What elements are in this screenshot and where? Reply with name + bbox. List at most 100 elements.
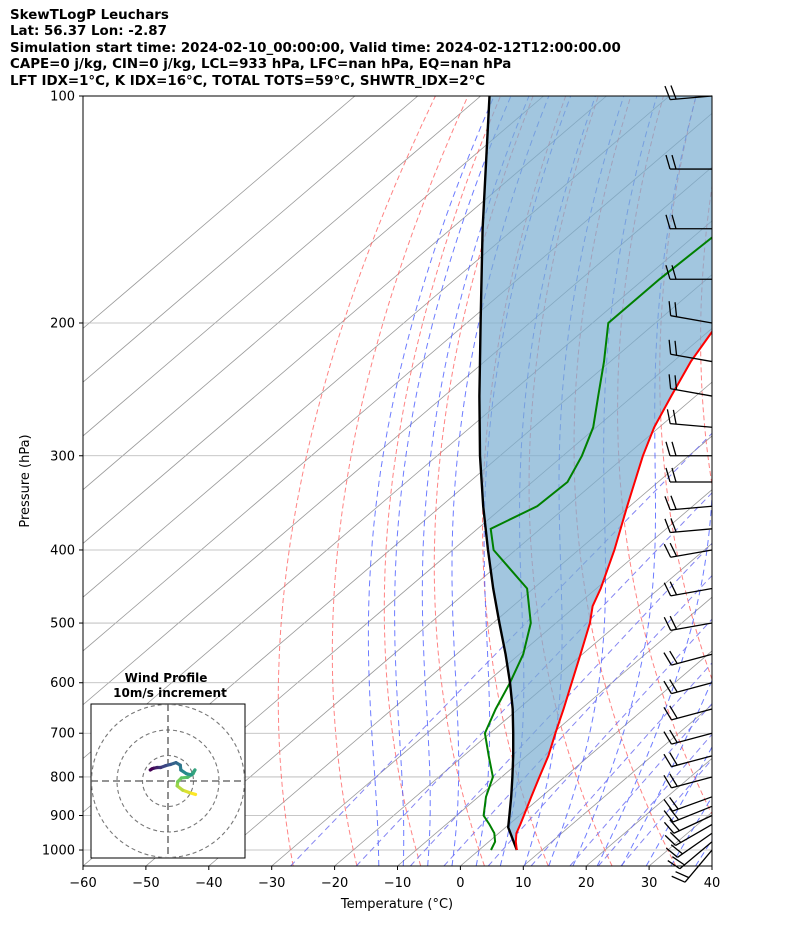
wind-barb — [665, 265, 712, 280]
hodograph-subtitle: 10m/s increment — [113, 686, 227, 700]
wind-barb-staff — [671, 653, 713, 666]
wind-barb-staff — [679, 841, 713, 870]
wind-barb-flag — [665, 441, 671, 456]
hodograph-trace-segment — [148, 767, 154, 772]
wind-barb-staff — [671, 776, 713, 789]
wind-barb — [664, 518, 713, 534]
wind-barb — [663, 581, 713, 597]
isotherm — [83, 96, 544, 491]
moist-adiabat — [451, 96, 550, 866]
y-axis-label: Pressure (hPa) — [18, 434, 33, 527]
wind-barb-flag — [668, 301, 672, 316]
x-tick-label: 0 — [456, 876, 464, 891]
x-tick-label: 20 — [578, 876, 595, 891]
mixing-ratio-line — [530, 662, 712, 866]
wind-barb-flag — [669, 615, 678, 630]
wind-barb — [668, 339, 713, 363]
wind-barb-flag — [663, 731, 672, 745]
dry-adiabat — [433, 96, 534, 866]
wind-barb — [664, 495, 713, 511]
wind-barb-flag — [674, 302, 678, 317]
y-tick-label: 100 — [50, 90, 75, 105]
hodograph-title: Wind Profile — [125, 671, 208, 685]
dry-adiabat — [700, 182, 712, 488]
wind-barb-flag — [670, 844, 683, 855]
wind-barb-flag — [674, 375, 678, 390]
wind-barb-flag — [669, 705, 678, 719]
isotherm — [83, 96, 481, 437]
wind-barb — [663, 752, 713, 768]
x-tick-label: 10 — [515, 876, 532, 891]
wind-barb-staff — [671, 732, 713, 745]
wind-barb-staff — [670, 422, 713, 428]
wind-barb — [663, 615, 713, 631]
wind-barb — [668, 301, 713, 324]
wind-barb — [663, 542, 713, 558]
wind-barb-flag — [669, 831, 682, 843]
wind-barb — [665, 154, 712, 170]
moist-adiabat — [596, 486, 712, 866]
wind-barb-flag — [663, 680, 672, 694]
isotherm — [208, 435, 712, 866]
isotherm — [83, 96, 607, 544]
wind-barb-flag — [670, 85, 677, 100]
wind-barb — [663, 705, 713, 721]
wind-barb-flag — [665, 154, 671, 170]
x-tick-label: 40 — [704, 876, 721, 891]
mixing-ratio-line — [443, 574, 712, 866]
y-tick-label: 200 — [50, 316, 75, 331]
x-axis-label: Temperature (°C) — [340, 897, 453, 912]
wind-barb-staff — [671, 755, 713, 768]
wind-barb-flag — [669, 773, 678, 787]
wind-barb-flag — [663, 753, 672, 768]
wind-barb-flag — [665, 847, 679, 858]
wind-barb-flag — [664, 834, 677, 846]
wind-barb — [665, 441, 712, 457]
wind-barb — [664, 85, 713, 101]
wind-barb-staff — [672, 796, 713, 812]
wind-barb-staff — [673, 814, 713, 834]
mixing-ratio-line — [598, 733, 712, 866]
x-tick-label: −20 — [321, 876, 348, 891]
wind-barb-flag — [667, 860, 681, 870]
dry-adiabat — [383, 96, 501, 866]
station-location: Lat: 56.37 Lon: -2.87 — [10, 24, 167, 40]
wind-barb-flag — [671, 441, 677, 456]
stability-indices-line1: CAPE=0 j/kg, CIN=0 j/kg, LCL=933 hPa, LF… — [10, 57, 512, 73]
dry-adiabat — [659, 96, 712, 681]
moist-adiabat — [367, 96, 495, 866]
wind-profile-inset: Wind Profile 10m/s increment — [90, 671, 246, 859]
wind-barb-flag — [665, 214, 671, 229]
x-axis-ticks: −60 −50 −40 −30 −20 −10 0 10 20 30 40 — [69, 866, 720, 891]
temperature-line — [514, 330, 712, 851]
wind-barb-flag — [669, 819, 680, 832]
wind-barb-staff — [671, 708, 713, 721]
y-tick-label: 300 — [50, 449, 75, 464]
wind-barb-staff — [670, 549, 713, 558]
mixing-ratio-line — [290, 432, 712, 866]
wind-barb-flag — [669, 542, 678, 557]
wind-barb-flag — [664, 496, 671, 511]
y-axis-ticks: 100 200 300 400 500 600 700 800 900 1000 — [42, 90, 83, 859]
wind-barb-flag — [671, 265, 677, 280]
x-tick-label: −10 — [384, 876, 411, 891]
wind-barb — [663, 796, 713, 812]
dewpoint-line — [482, 236, 712, 851]
wind-barb-flag — [671, 875, 686, 883]
x-tick-label: −60 — [69, 876, 96, 891]
wind-barb-staff — [670, 505, 713, 511]
wind-barb-flag — [669, 796, 679, 810]
wind-barb-flag — [663, 652, 672, 666]
moist-adiabat — [645, 745, 712, 866]
dry-adiabat — [779, 96, 794, 866]
wind-barb-flag — [663, 798, 674, 812]
isotherm — [83, 96, 356, 329]
wind-barb-flag — [668, 339, 672, 355]
mixing-ratio-line — [487, 618, 712, 866]
x-tick-label: −30 — [258, 876, 285, 891]
dry-adiabat — [740, 96, 794, 866]
chart-header: SkewTLogP Leuchars Lat: 56.37 Lon: -2.87… — [10, 8, 621, 90]
mixing-ratio-line — [620, 758, 712, 866]
wind-barb — [668, 374, 713, 397]
